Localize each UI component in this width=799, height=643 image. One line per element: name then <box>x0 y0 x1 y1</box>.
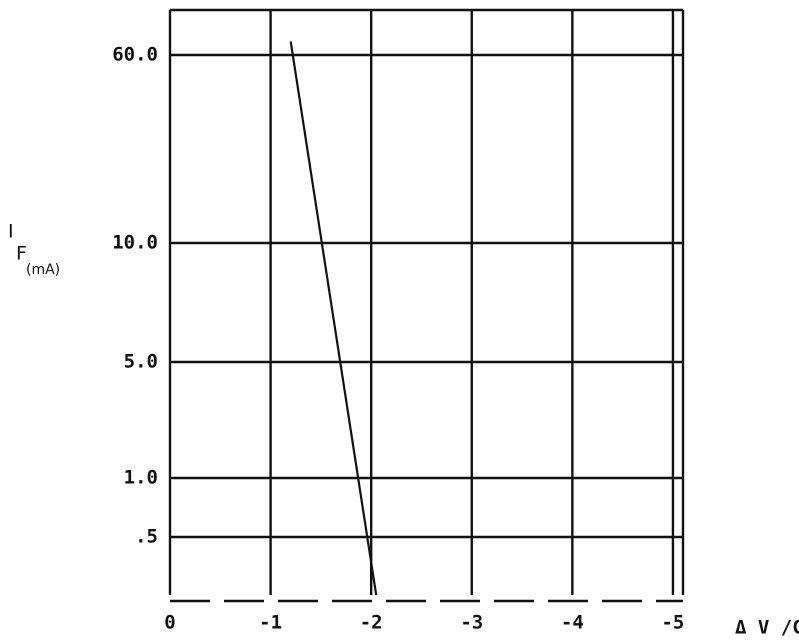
y-axis-label: I <box>8 221 14 243</box>
y-tick-label: 60.0 <box>112 44 158 66</box>
x-tick-label: -3 <box>460 612 483 634</box>
y-axis-unit: (mA) <box>26 262 60 278</box>
x-tick-label: -4 <box>561 612 584 634</box>
y-tick-label: 5.0 <box>124 351 158 373</box>
x-tick-label: 0 <box>164 612 175 634</box>
x-axis-label: Δ V /C <box>735 617 799 639</box>
chart: I F (mA) Δ V /C .51.05.010.060.00-1-2-3-… <box>0 0 799 643</box>
x-tick-label: -5 <box>661 612 684 634</box>
x-tick-label: -1 <box>259 612 282 634</box>
y-tick-label: .5 <box>135 526 158 548</box>
y-tick-label: 10.0 <box>112 232 158 254</box>
x-tick-label: -2 <box>360 612 383 634</box>
data-line <box>291 42 377 596</box>
y-tick-label: 1.0 <box>124 467 158 489</box>
